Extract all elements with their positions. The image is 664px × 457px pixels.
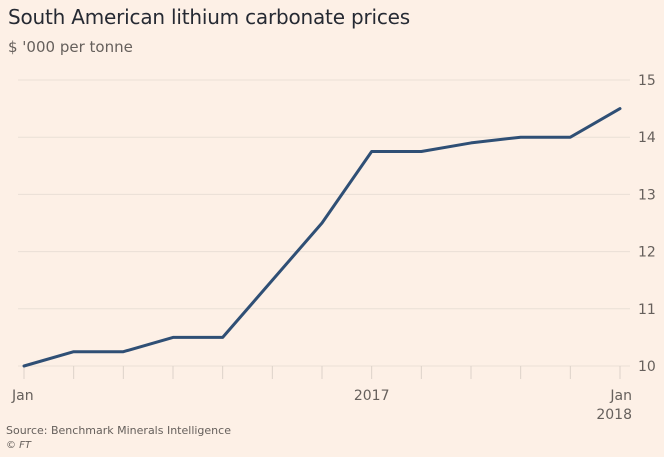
y-tick-label: 13 xyxy=(638,187,656,203)
x-tick-label: 2017 xyxy=(354,388,390,404)
y-tick-label: 15 xyxy=(638,73,656,89)
x-tick-label: Jan xyxy=(11,388,34,404)
y-tick-label: 11 xyxy=(638,302,656,318)
chart-title: South American lithium carbonate prices xyxy=(8,5,410,29)
y-tick-label: 14 xyxy=(638,130,656,146)
x-tick-label: Jan xyxy=(609,388,632,404)
y-tick-label: 10 xyxy=(638,359,656,375)
chart-subtitle: $ '000 per tonne xyxy=(8,38,133,56)
x-tick-label: 2018 xyxy=(596,407,632,423)
source-note: Source: Benchmark Minerals Intelligence xyxy=(6,424,231,437)
credit-note: © FT xyxy=(6,440,32,451)
series-line xyxy=(22,107,622,368)
y-tick-label: 12 xyxy=(638,245,656,261)
